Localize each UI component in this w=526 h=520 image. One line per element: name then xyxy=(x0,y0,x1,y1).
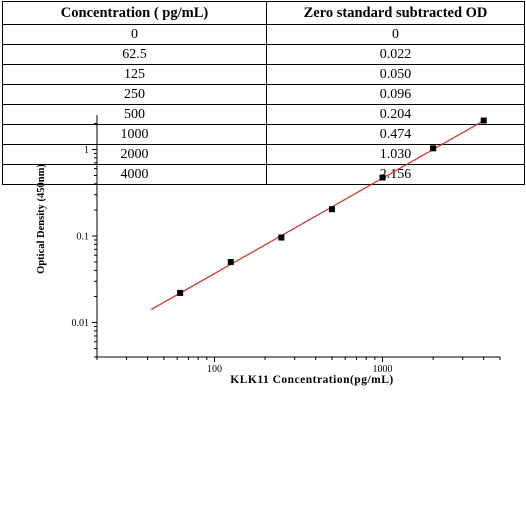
y-tick-label: 0.01 xyxy=(72,318,90,329)
cell-od: 2.156 xyxy=(266,164,525,185)
header-od: Zero standard subtracted OD xyxy=(266,1,525,25)
table-row: 1000 0.474 xyxy=(2,124,525,145)
cell-od: 0.474 xyxy=(266,124,525,145)
data-point xyxy=(430,145,437,152)
data-point xyxy=(480,117,487,124)
x-tick-label: 1000 xyxy=(373,364,393,375)
fit-line xyxy=(150,120,485,311)
cell-concentration: 62.5 xyxy=(2,44,267,65)
chart-axes: 100 1000 0.01 0.1 1 xyxy=(72,115,501,375)
table-row: 62.5 0.022 xyxy=(2,44,525,65)
fit-line-group xyxy=(150,120,485,311)
standard-curve-table: Concentration ( pg/mL) Zero standard sub… xyxy=(2,1,525,185)
x-tick-label: 100 xyxy=(207,364,222,375)
table-row: 250 0.096 xyxy=(2,84,525,105)
y-axis-title: Optical Density (450nm) xyxy=(36,164,47,274)
y-tick-label: 1 xyxy=(84,145,89,156)
x-axis-title: KLK11 Concentration(pg/mL) xyxy=(230,374,393,386)
header-concentration: Concentration ( pg/mL) xyxy=(2,1,267,25)
data-points xyxy=(177,117,487,296)
y-tick-label: 0.1 xyxy=(77,232,90,243)
data-point xyxy=(379,174,386,181)
data-point xyxy=(328,206,335,213)
cell-concentration: 4000 xyxy=(2,164,267,185)
table-row: 4000 2.156 xyxy=(2,164,525,185)
table-header-row: Concentration ( pg/mL) Zero standard sub… xyxy=(2,1,525,25)
table-row: 2000 1.030 xyxy=(2,144,525,165)
data-point xyxy=(227,259,234,266)
data-point xyxy=(278,234,285,241)
data-point xyxy=(177,289,184,296)
